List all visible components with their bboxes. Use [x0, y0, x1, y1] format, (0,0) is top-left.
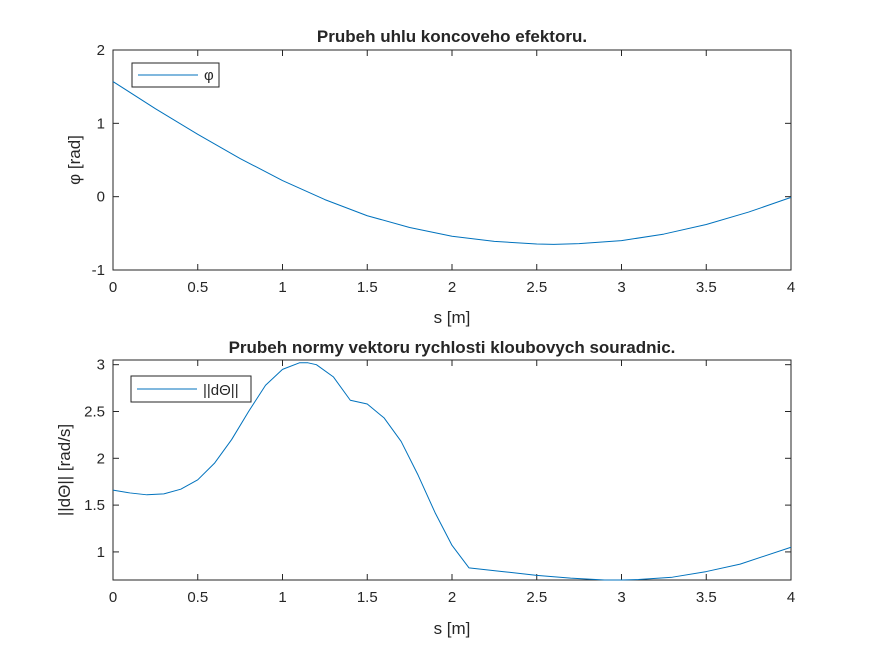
legend-label-top: φ [204, 67, 214, 84]
x-tick-label: 0 [109, 589, 117, 606]
x-tick-label: 2.5 [526, 589, 547, 606]
x-tick-label: 4 [787, 589, 795, 606]
y-axis-label-bottom: ||dΘ|| [rad/s] [55, 424, 74, 516]
x-tick-label: 3 [617, 279, 625, 296]
x-axis-label-bottom: s [m] [434, 619, 471, 638]
legend-top: φ [131, 62, 220, 88]
plot-area-top [112, 49, 792, 271]
chart-title-bottom: Prubeh normy vektoru rychlosti kloubovyc… [229, 338, 676, 357]
y-tick-label: 2.5 [84, 403, 105, 420]
x-tick-label: 1.5 [357, 279, 378, 296]
y-ticks-top: -1 0 1 2 [92, 42, 791, 279]
chart-title-top: Prubeh uhlu koncoveho efektoru. [317, 27, 587, 46]
x-tick-label: 3 [617, 589, 625, 606]
x-tick-label: 4 [787, 279, 795, 296]
y-axis-label-top: φ [rad] [65, 135, 84, 185]
x-tick-label: 0.5 [187, 589, 208, 606]
y-tick-label: 2 [97, 450, 105, 467]
x-tick-label: 1 [278, 279, 286, 296]
x-tick-label: 0 [109, 279, 117, 296]
subplot-bottom-velocity: Prubeh normy vektoru rychlosti kloubovyc… [55, 338, 795, 638]
x-tick-label: 2 [448, 279, 456, 296]
series-top [112, 81, 792, 245]
y-tick-label: 1 [97, 544, 105, 561]
y-tick-label: 1.5 [84, 497, 105, 514]
x-ticks-top: 0 0.5 1 1.5 2 2.5 3 3.5 4 [109, 50, 795, 296]
y-tick-label: -1 [92, 262, 105, 279]
y-tick-label: 1 [97, 115, 105, 132]
legend-bottom: ||dΘ|| [130, 375, 252, 403]
y-tick-label: 2 [97, 42, 105, 59]
x-tick-label: 2 [448, 589, 456, 606]
series-line-0 [112, 362, 792, 581]
y-tick-label: 3 [97, 357, 105, 374]
y-tick-label: 0 [97, 189, 105, 206]
x-axis-label-top: s [m] [434, 308, 471, 327]
x-tick-label: 3.5 [696, 279, 717, 296]
y-ticks-bottom: 1 1.5 2 2.5 3 [84, 357, 791, 561]
x-tick-label: 3.5 [696, 589, 717, 606]
subplot-top-angle: Prubeh uhlu koncoveho efektoru. 0 0.5 1 1.5… [65, 27, 795, 327]
x-tick-label: 1 [278, 589, 286, 606]
series-bottom [112, 362, 792, 581]
series-line-0 [112, 81, 792, 245]
x-tick-label: 0.5 [187, 279, 208, 296]
x-tick-label: 2.5 [526, 279, 547, 296]
x-tick-label: 1.5 [357, 589, 378, 606]
legend-label-bottom: ||dΘ|| [203, 382, 239, 399]
x-ticks-bottom: 0 0.5 1 1.5 2 2.5 3 3.5 4 [109, 360, 795, 606]
